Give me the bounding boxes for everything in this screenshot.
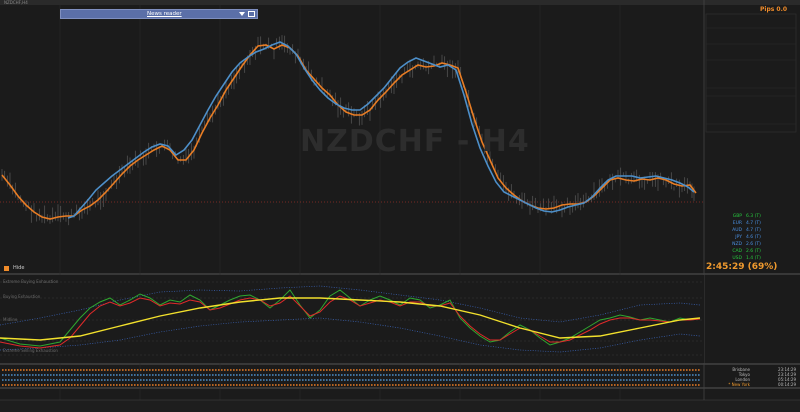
osc-label-midline: Midline [3,317,18,322]
osc-band-upper [0,285,701,326]
osc-red-line [0,295,701,349]
currency-value: 1.4 (T) [746,255,761,261]
sessions-panel: Brisbane 23:14:29 Tokyo 23:14:29 London … [728,367,796,387]
session-value: 23:14:29 [778,367,796,372]
currency-strength-panel: GBP 6.3 (T) EUR 4.7 (T) AUD 4.7 (T) JPY … [732,213,761,261]
currency-value: 4.7 (T) [746,227,761,233]
currency-name: JPY [734,234,742,240]
symbol-watermark: NZDCHF - H4 [300,124,530,159]
currency-name: NZD [732,241,742,247]
hide-button[interactable]: Hide [4,265,24,272]
session-value: 00:14:29 [778,382,796,387]
session-name: * New York [728,382,750,387]
currency-value: 2.6 (T) [746,241,761,247]
currency-name: CAD [732,248,742,254]
info-panel [705,13,797,133]
session-value: 05:14:29 [778,377,796,382]
title-bar [0,0,800,5]
news-reader-bar[interactable]: News reader [60,9,258,19]
candle-timer: 2:45:29 (69%) [706,262,778,272]
currency-value: 4.7 (T) [746,220,761,226]
hide-label: Hide [13,265,25,271]
time-axis [0,400,800,412]
currency-value: 6.3 (T) [746,213,761,219]
osc-label-extreme-buying: Extreme Buying Exhaustion [3,279,59,284]
currency-value: 2.6 (T) [746,248,761,254]
chevron-down-icon[interactable] [239,12,245,16]
osc-green-line [0,289,701,347]
oscillator-pane [0,275,704,363]
pips-readout: Pips 0.0 [760,6,788,13]
session-value: 23:14:29 [778,372,796,377]
session-name: Tokyo [738,372,751,377]
currency-name: USD [732,255,742,261]
currency-name: AUD [732,227,742,233]
window-icon[interactable] [248,11,255,17]
ma-blue-line [67,41,695,219]
signal-rows [2,369,700,386]
osc-label-extreme-selling: Extreme Selling Exhaustion [3,348,58,353]
window-title: NZDCHF,H4 [4,0,28,5]
osc-label-buying: Buying Exhaustion [3,294,41,299]
osc-yellow-line [0,297,701,341]
square-icon [4,265,9,271]
currency-name: EUR [733,220,742,226]
info-panel-rows [706,27,796,125]
news-reader-label[interactable]: News reader [147,11,182,17]
session-name: Brisbane [732,367,750,372]
osc-band-lower [0,317,701,353]
currency-value: 4.6 (T) [746,234,761,240]
currency-name: GBP [733,213,743,219]
session-name: London [735,377,750,382]
